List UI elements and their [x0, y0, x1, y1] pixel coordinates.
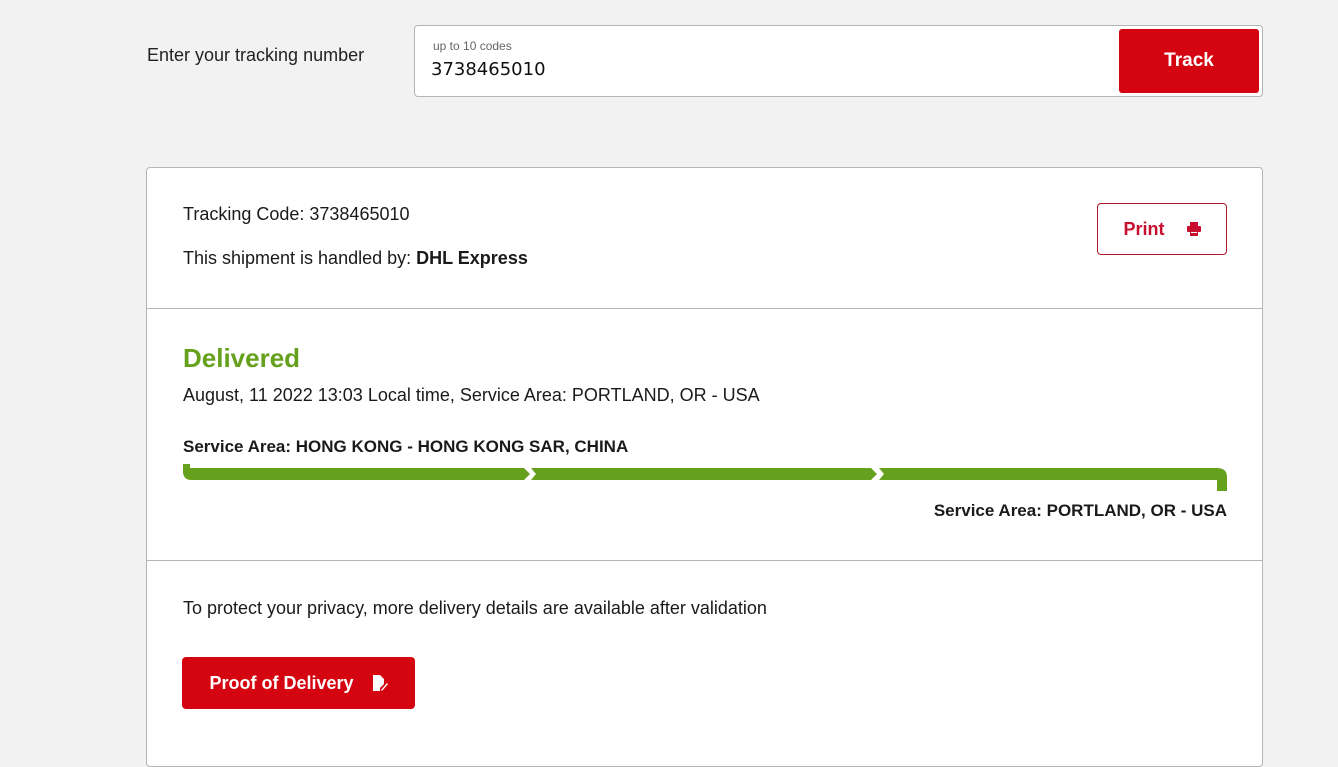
tracking-code: Tracking Code: 3738465010	[183, 204, 410, 224]
printer-icon	[1186, 222, 1201, 236]
handled-by: This shipment is handled by: DHL Express	[183, 248, 528, 269]
tracking-number-label: Enter your tracking number	[147, 45, 365, 65]
progress-segment-1-fill	[183, 464, 530, 480]
handled-by-prefix: This shipment is handled by:	[183, 248, 417, 268]
origin-label: Service Area: HONG KONG - HONG KONG SAR,…	[183, 437, 629, 456]
progress-segment-2	[531, 468, 877, 480]
privacy-section: To protect your privacy, more delivery d…	[147, 561, 1262, 761]
document-sign-icon	[372, 675, 388, 691]
proof-of-delivery-button[interactable]: Proof of Delivery	[182, 657, 415, 709]
privacy-notice: To protect your privacy, more delivery d…	[183, 598, 767, 618]
progress-segment-3	[879, 468, 1227, 491]
tracking-search-box: up to 10 codes Track	[414, 25, 1263, 97]
print-label: Print	[1123, 218, 1165, 239]
tracking-number-input[interactable]	[431, 59, 1111, 80]
shipment-header: Tracking Code: 3738465010 This shipment …	[147, 168, 1262, 309]
tracking-input-hint: up to 10 codes	[433, 39, 512, 53]
print-button[interactable]: Print	[1097, 203, 1227, 255]
status-detail: August, 11 2022 13:03 Local time, Servic…	[183, 385, 760, 405]
shipment-status: Delivered August, 11 2022 13:03 Local ti…	[147, 309, 1262, 561]
progress-bar	[183, 464, 1227, 491]
shipment-card: Tracking Code: 3738465010 This shipment …	[146, 167, 1263, 767]
carrier-name: DHL Express	[416, 248, 528, 268]
status-label: Delivered	[183, 343, 301, 373]
pod-label: Proof of Delivery	[209, 672, 354, 693]
destination-label: Service Area: PORTLAND, OR - USA	[933, 501, 1227, 520]
track-button[interactable]: Track	[1119, 29, 1259, 93]
